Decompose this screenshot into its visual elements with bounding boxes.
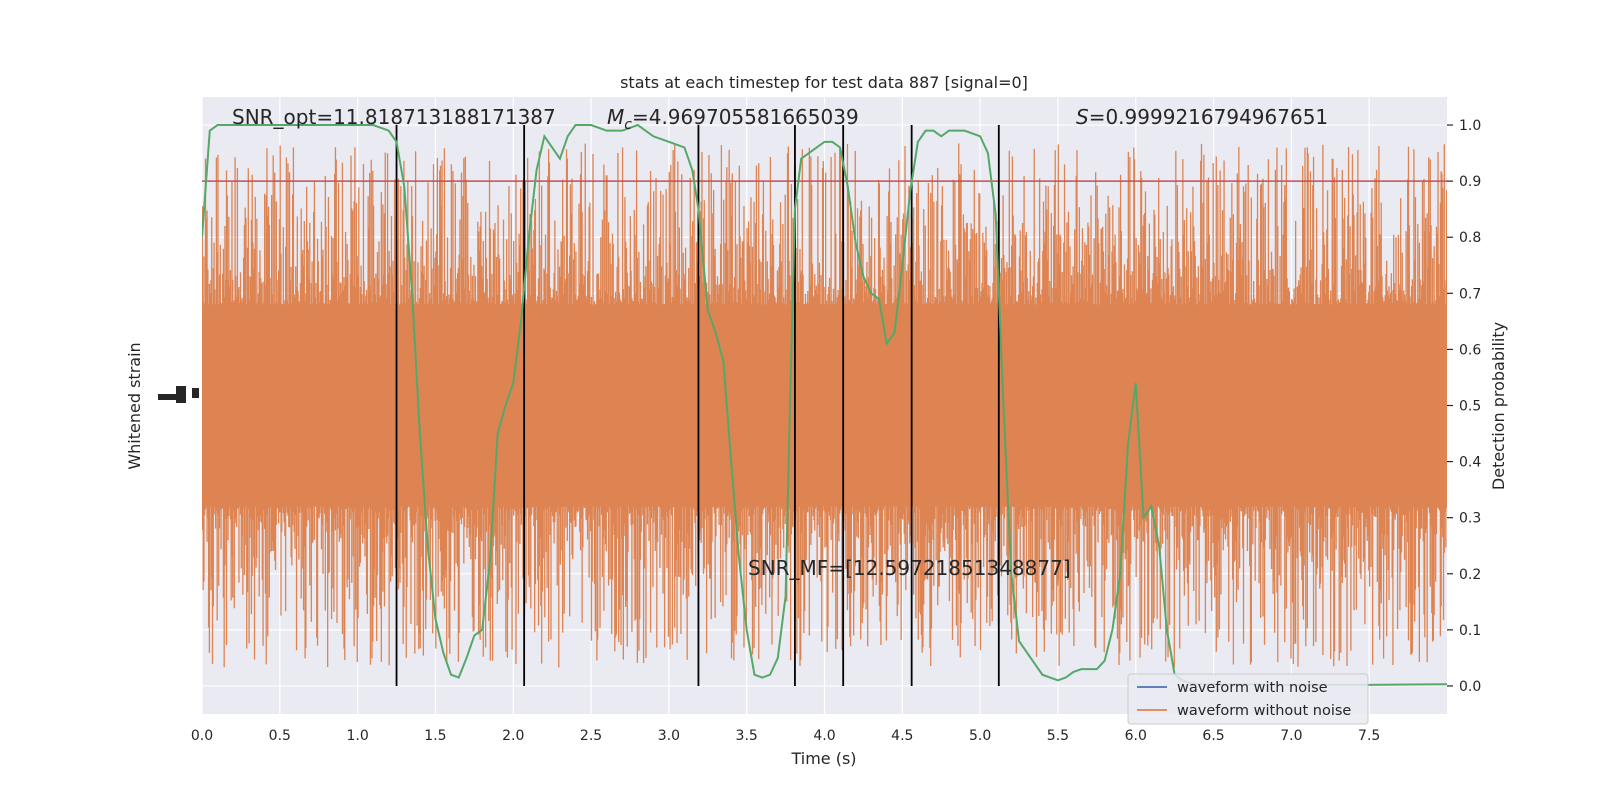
chirp-mass-annotation: Mc=4.969705581665039 — [607, 105, 859, 133]
x-tick-15: 7.5 — [1358, 728, 1380, 744]
y-tick-1: 0.1 — [1459, 623, 1481, 639]
x-tick-10: 5.0 — [969, 728, 991, 744]
right-y-axis-label: Detection probability — [1489, 322, 1508, 490]
y-tick-8: 0.8 — [1459, 230, 1481, 246]
x-tick-1: 0.5 — [269, 728, 291, 744]
x-tick-3: 1.5 — [424, 728, 446, 744]
y-tick-6: 0.6 — [1459, 342, 1481, 358]
x-tick-2: 1.0 — [346, 728, 368, 744]
y-tick-0: 0.0 — [1459, 679, 1481, 695]
y-tick-3: 0.3 — [1459, 511, 1481, 527]
x-tick-5: 2.5 — [580, 728, 602, 744]
x-tick-8: 4.0 — [813, 728, 835, 744]
left-tick-blob-2 — [176, 386, 186, 403]
chirp-mass-value: =4.969705581665039 — [632, 105, 859, 129]
x-tick-13: 6.5 — [1202, 728, 1224, 744]
legend-box — [1127, 673, 1369, 725]
x-tick-11: 5.5 — [1047, 728, 1069, 744]
left-axis-ticks — [158, 386, 199, 403]
y-tick-2: 0.2 — [1459, 567, 1481, 583]
y-tick-10: 1.0 — [1459, 118, 1481, 134]
x-tick-4: 2.0 — [502, 728, 524, 744]
detection-probability-line — [202, 123, 1447, 686]
s-value: =0.9999216794967651 — [1089, 105, 1328, 129]
waveform-without-noise-series — [202, 143, 1447, 668]
legend-label-without-noise: waveform without noise — [1177, 703, 1351, 719]
x-tick-9: 4.5 — [891, 728, 913, 744]
snr-mf-annotation: SNR_MF=[12.59721851348877] — [748, 556, 1071, 580]
legend-label-with-noise: waveform with noise — [1177, 680, 1328, 696]
chart-title: stats at each timestep for test data 887… — [620, 73, 1028, 92]
x-tick-14: 7.0 — [1280, 728, 1302, 744]
x-axis-ticks: 0.0 0.5 1.0 1.5 2.0 2.5 3.0 3.5 4.0 4.5 5.0 5.5 6.0 6… — [191, 728, 1380, 744]
x-tick-7: 3.5 — [736, 728, 758, 744]
legend: waveform with noise waveform without noi… — [1127, 673, 1369, 725]
right-axis-ticks: 0.0 0.1 0.2 0.3 0.4 0.5 0.6 0.7 0.8 0.9 1.0 — [1447, 118, 1481, 695]
left-y-axis-label: Whitened strain — [125, 342, 144, 469]
detection-probability-series — [202, 123, 1447, 686]
left-tick-blob — [158, 394, 186, 400]
y-tick-7: 0.7 — [1459, 286, 1481, 302]
chirp-mass-symbol: M — [607, 105, 624, 129]
x-tick-6: 3.0 — [658, 728, 680, 744]
x-axis-label: Time (s) — [790, 749, 856, 768]
s-symbol: S — [1076, 105, 1089, 129]
s-annotation: S=0.9999216794967651 — [1076, 105, 1328, 129]
left-tick-mark — [192, 388, 199, 398]
x-tick-0: 0.0 — [191, 728, 213, 744]
y-tick-5: 0.5 — [1459, 399, 1481, 415]
snr-opt-annotation: SNR_opt=11.818713188171387 — [232, 105, 556, 129]
y-tick-4: 0.4 — [1459, 455, 1481, 471]
chirp-mass-subscript: c — [624, 117, 632, 133]
x-tick-12: 6.0 — [1125, 728, 1147, 744]
noise-core — [202, 304, 1447, 507]
y-tick-9: 0.9 — [1459, 174, 1481, 190]
